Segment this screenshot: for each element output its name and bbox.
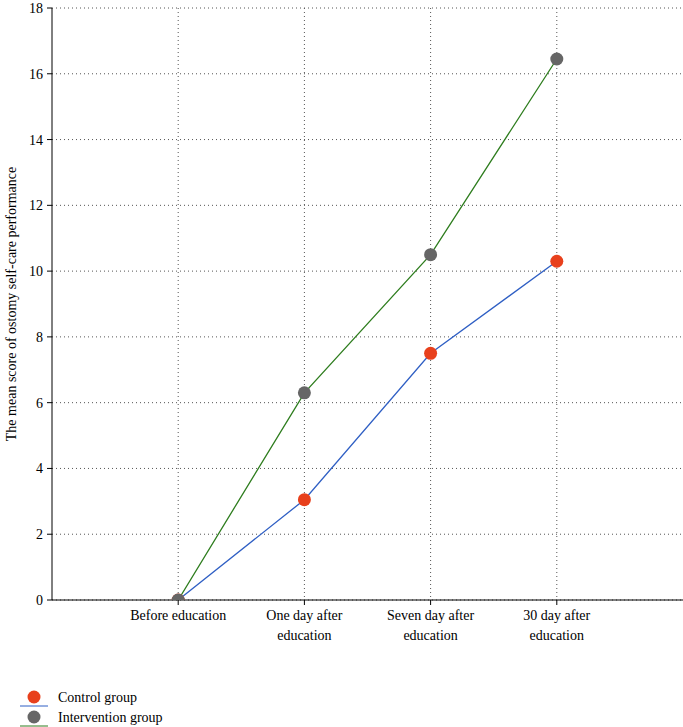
y-tick-label: 8 [36,330,43,345]
series-marker [298,493,311,506]
x-tick-label: Seven day after education [387,608,474,643]
y-tick-label: 16 [29,67,43,82]
y-tick-label: 2 [36,527,43,542]
x-tick [430,600,431,605]
y-tick [47,271,52,272]
y-tick [47,534,52,535]
legend-line [20,706,48,707]
x-tick [178,600,179,605]
series-line [178,59,557,600]
x-tick-label: Before education [130,608,226,623]
grid-line-y [52,600,683,601]
grid-line-y [52,336,683,337]
x-tick-line: Before education [130,608,226,623]
y-tick [47,600,52,601]
y-tick-label: 14 [29,133,43,148]
y-tick-label: 18 [29,1,43,16]
y-tick-label: 10 [29,264,43,279]
legend-marker [28,691,41,704]
series-marker [298,386,311,399]
x-tick-line: 30 day after [523,608,590,623]
legend-marker [28,711,41,724]
legend-line [20,726,48,727]
grid-line-x [556,8,557,600]
grid-line-y [52,8,683,9]
grid-line-x [430,8,431,600]
legend-label: Intervention group [58,710,163,725]
y-tick [47,8,52,9]
x-tick-line: education [530,628,584,643]
y-tick [47,402,52,403]
y-tick-label: 6 [36,396,43,411]
y-tick [47,205,52,206]
series-marker [172,594,185,601]
y-tick [47,73,52,74]
grid-line-y [52,534,683,535]
legend-label: Control group [58,690,137,705]
grid-line-y [52,402,683,403]
plot-area [172,52,564,600]
grid-line-y [52,468,683,469]
x-tick-line: Seven day after [387,608,474,623]
series-marker [550,255,563,268]
x-tick-line: One day after [266,608,343,623]
grid-line-y [52,73,683,74]
x-axis [52,600,683,601]
y-tick-label: 12 [29,198,43,213]
x-tick-line: education [403,628,457,643]
y-tick [47,336,52,337]
series-marker [424,248,437,261]
grid-line-y [52,271,683,272]
grid-line-x [304,8,305,600]
series-line [178,261,557,600]
y-tick [47,468,52,469]
y-tick-label: 4 [36,461,43,476]
x-tick [556,600,557,605]
x-tick-label: 30 day after education [523,608,590,643]
series-marker [172,594,185,601]
y-tick [47,139,52,140]
x-tick-label: One day after education [266,608,343,643]
y-axis [52,8,53,600]
series-marker [550,52,563,65]
x-tick [304,600,305,605]
grid-line-y [52,205,683,206]
y-axis-label: The mean score of ostomy self-care perfo… [4,167,19,441]
x-tick-line: education [277,628,331,643]
grid-line-x [178,8,179,600]
series-marker [424,347,437,360]
grid-line-y [52,139,683,140]
chart: 0 2 4 6 8 10 12 14 16 18 Before education One day a… [0,0,683,727]
y-tick-label: 0 [36,593,43,608]
